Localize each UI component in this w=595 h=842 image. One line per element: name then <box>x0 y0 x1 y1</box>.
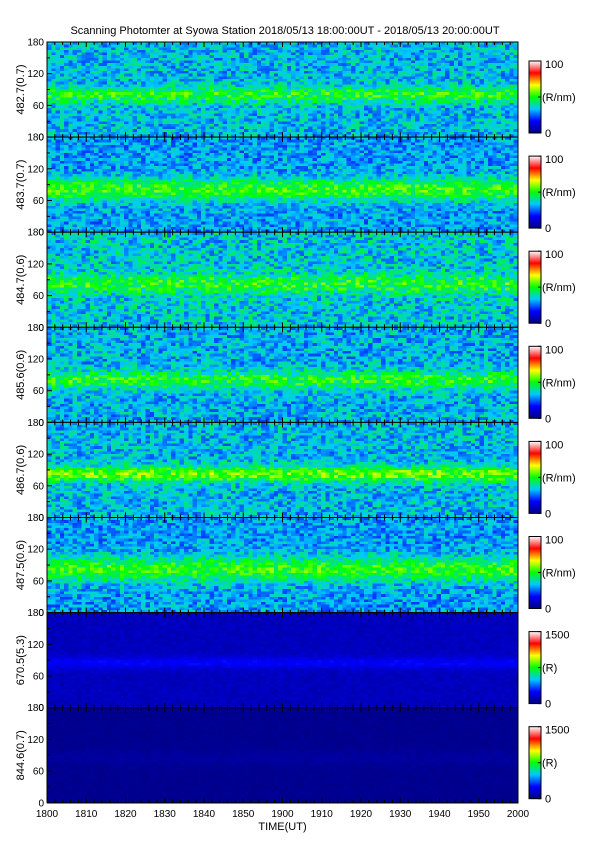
heatmap-cells <box>47 42 519 138</box>
